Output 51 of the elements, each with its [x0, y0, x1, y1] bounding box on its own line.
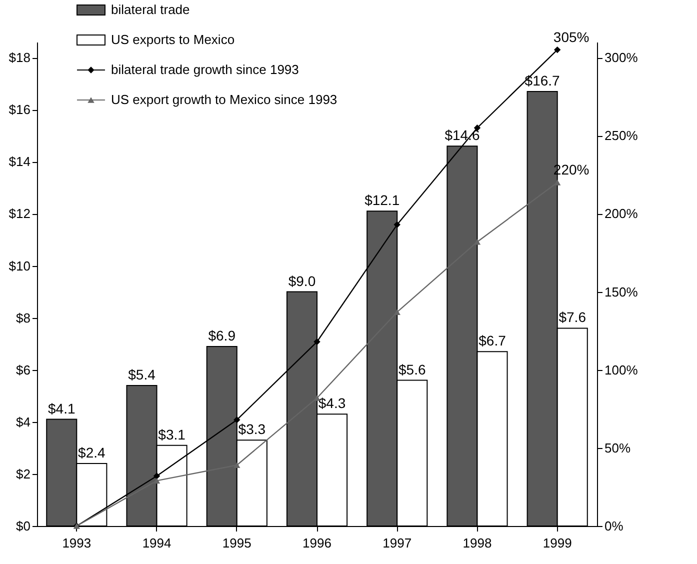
y-tick-label: $4	[16, 414, 30, 430]
data-label: $6.7	[478, 332, 506, 349]
y-tick-label: $0	[16, 518, 30, 534]
y-tick-label: $2	[16, 466, 30, 482]
y-tick-label: $10	[8, 258, 30, 274]
data-label: $7.6	[558, 309, 586, 326]
y2-tick-label: 250%	[604, 128, 638, 144]
legend-label: bilateral trade	[111, 2, 190, 17]
y2-tick-label: 150%	[604, 284, 638, 300]
data-label: $6.9	[208, 327, 236, 344]
x-tick-label: 1994	[142, 536, 172, 550]
data-label: $9.0	[288, 272, 316, 289]
data-label: $4.3	[318, 395, 346, 412]
data-label: $3.3	[238, 421, 266, 438]
data-label: $3.1	[158, 426, 186, 442]
x-tick-label: 1997	[382, 536, 412, 550]
y-tick-label: $6	[16, 362, 30, 378]
point	[314, 338, 320, 346]
point	[153, 472, 160, 480]
legend-label: US export growth to Mexico since 1993	[111, 92, 338, 107]
point	[394, 309, 400, 316]
point	[554, 180, 561, 186]
y2-tick-label: 100%	[604, 362, 638, 378]
x-tick-label: 1998	[462, 536, 492, 550]
y2-tick-label: 0%	[604, 518, 624, 534]
y-tick-label: $16	[8, 102, 30, 118]
data-label: $12.1	[364, 192, 400, 208]
x-tick-label: 1993	[62, 536, 92, 550]
point	[153, 478, 160, 484]
point	[234, 416, 240, 424]
data-label: $5.4	[128, 366, 156, 382]
x-tick-label: 1996	[302, 536, 332, 550]
y-tick-label: $14	[8, 154, 30, 170]
data-label: $16.7	[524, 72, 560, 88]
x-tick-label: 1995	[222, 536, 252, 550]
legend-label: bilateral trade growth since 1993	[111, 62, 299, 77]
point	[554, 46, 561, 54]
data-label: 305%	[553, 28, 590, 45]
point	[394, 221, 400, 228]
y-tick-label: $8	[16, 310, 30, 326]
y-tick-label: $12	[8, 206, 30, 222]
data-label: $4.1	[48, 400, 76, 416]
y2-tick-label: 300%	[604, 50, 638, 66]
point	[234, 462, 240, 468]
data-label: $2.4	[78, 444, 106, 461]
y-tick-label: $18	[8, 50, 30, 66]
legend-label: US exports to Mexico	[111, 32, 235, 47]
x-tick-label: 1999	[542, 536, 572, 550]
y2-tick-label: 200%	[604, 206, 638, 222]
y2-tick-label: 50%	[604, 440, 631, 456]
data-label: $5.6	[398, 361, 426, 378]
